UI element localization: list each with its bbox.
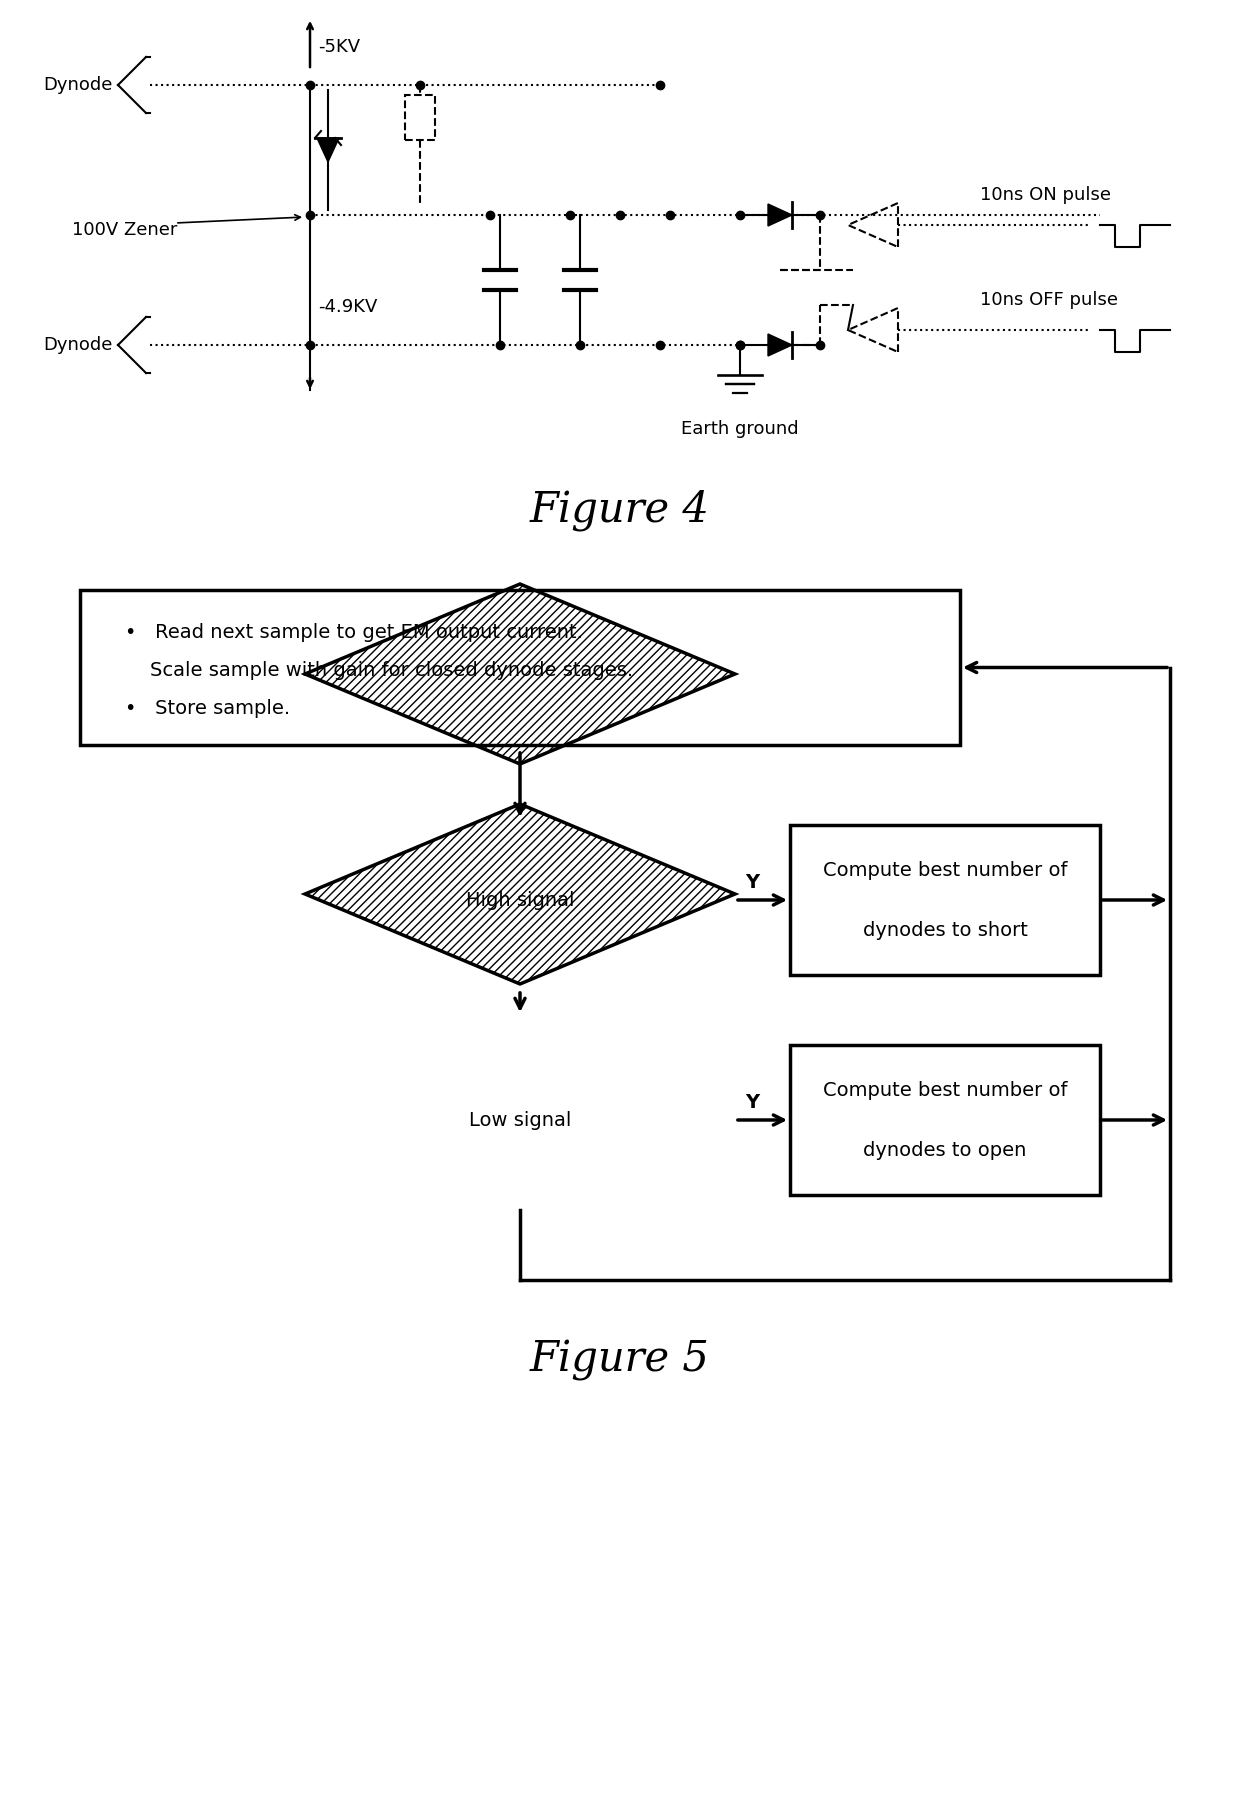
Text: Low signal: Low signal [469,1110,572,1130]
Text: Y: Y [745,872,759,892]
Text: 10ns ON pulse: 10ns ON pulse [980,187,1111,205]
Text: Compute best number of: Compute best number of [823,1080,1068,1100]
Text: -5KV: -5KV [317,38,360,56]
Text: Dynode: Dynode [43,75,113,93]
Text: Dynode: Dynode [43,335,113,353]
Text: High signal: High signal [466,890,574,910]
Text: Compute best number of: Compute best number of [823,861,1068,879]
Text: Figure 5: Figure 5 [529,1338,711,1381]
Text: 10ns OFF pulse: 10ns OFF pulse [980,291,1118,309]
Bar [790,1044,1100,1195]
Text: Earth ground: Earth ground [681,420,799,438]
Text: •   Store sample.: • Store sample. [125,698,290,718]
Text: Y: Y [745,1093,759,1112]
Text: •   Read next sample to get EM output current.: • Read next sample to get EM output curr… [125,623,583,642]
Text: -4.9KV: -4.9KV [317,298,377,316]
Bar [81,590,960,745]
Text: dynodes to short: dynodes to short [863,920,1028,940]
Polygon shape [768,205,792,226]
Bar [790,825,1100,974]
Text: Figure 4: Figure 4 [529,490,711,531]
Text: 100V Zener: 100V Zener [72,221,177,239]
Polygon shape [768,334,792,355]
Text: dynodes to open: dynodes to open [863,1141,1027,1159]
Polygon shape [317,138,339,161]
Text: Scale sample with gain for closed dynode stages.: Scale sample with gain for closed dynode… [150,660,634,680]
